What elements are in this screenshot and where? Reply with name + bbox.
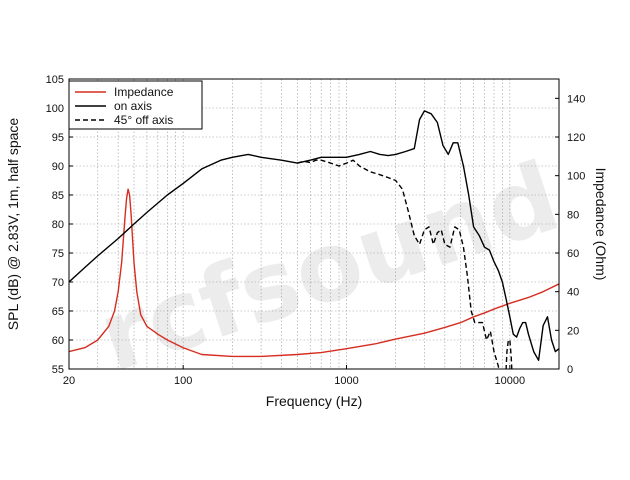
y-tick-label: 95 (52, 132, 64, 144)
x-axis-label: Frequency (Hz) (266, 393, 362, 409)
legend-label-off-axis: 45° off axis (114, 113, 173, 127)
y-tick-label: 90 (52, 161, 64, 173)
legend: Impedance on axis 45° off axis (68, 80, 203, 130)
y2-tick-label: 40 (567, 287, 579, 299)
y2-tick-label: 0 (567, 364, 573, 376)
x-tick-label: 20 (63, 375, 75, 387)
bottom-axis-ticks: 20 100 1000 10000 (63, 365, 525, 387)
y-tick-label: 60 (52, 335, 64, 347)
series-line-impedance (69, 188, 559, 358)
y-axis-label: SPL (dB) @ 2.83V, 1m, half space (5, 118, 21, 331)
y2-tick-label: 120 (567, 132, 585, 144)
y-tick-label: 70 (52, 277, 64, 289)
right-axis-ticks: 0 20 40 60 80 100 120 140 (555, 93, 585, 376)
y-tick-label: 105 (46, 74, 64, 86)
y2-tick-label: 140 (567, 93, 585, 105)
series-line-on-axis (69, 110, 559, 361)
y-tick-label: 55 (52, 364, 64, 376)
legend-box (68, 80, 203, 130)
y2-tick-label: 80 (567, 209, 579, 221)
y2-tick-label: 60 (567, 248, 579, 260)
legend-label-on-axis: on axis (114, 99, 152, 113)
y-tick-label: 80 (52, 219, 64, 231)
y-tick-label: 100 (46, 103, 64, 115)
x-tick-label: 1000 (334, 375, 358, 387)
x-tick-label: 100 (174, 375, 192, 387)
series-layer (69, 110, 559, 369)
y-tick-label: 85 (52, 190, 64, 202)
x-tick-label: 10000 (495, 375, 526, 387)
series-line-off-axis (297, 159, 513, 369)
y2-tick-label: 100 (567, 171, 585, 183)
left-axis-ticks: 55 60 65 70 75 80 85 90 95 100 105 (46, 74, 73, 376)
y2-axis-label: Impedance (Ohm) (593, 168, 609, 281)
legend-label-impedance: Impedance (114, 85, 174, 99)
y-tick-label: 75 (52, 248, 64, 260)
y2-tick-label: 20 (567, 325, 579, 337)
y-tick-label: 65 (52, 306, 64, 318)
